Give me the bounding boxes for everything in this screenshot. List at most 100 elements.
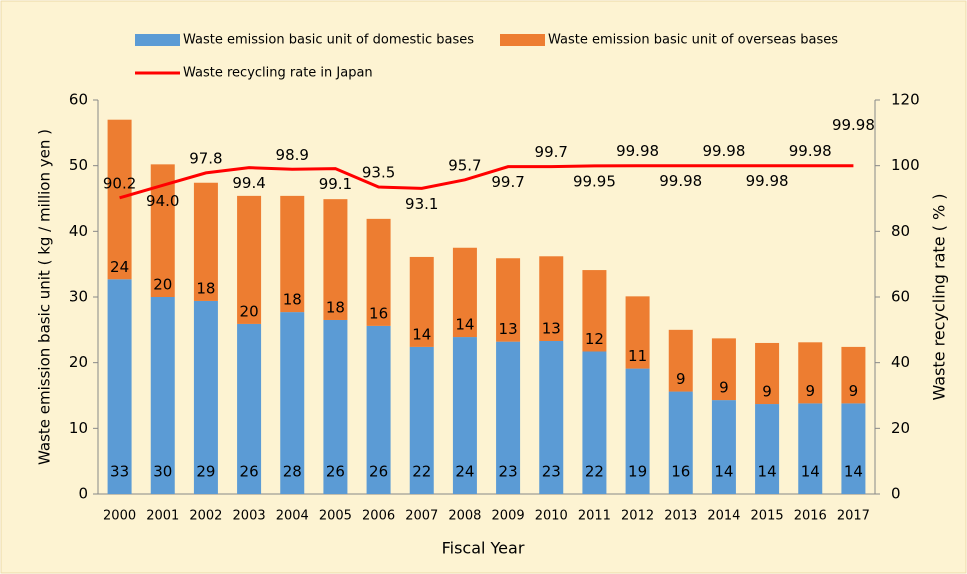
bar: [323, 319, 348, 494]
x-tick-label: 2000: [103, 509, 136, 524]
line: [119, 164, 854, 200]
legend-label: Waste emission basic unit of domestic ba…: [183, 33, 474, 48]
bar: [323, 199, 348, 320]
bar: [193, 300, 218, 494]
x-tick-label: 2008: [448, 509, 481, 524]
data-label: 13: [499, 320, 518, 338]
legend-label: Waste emission basic unit of overseas ba…: [548, 33, 838, 48]
x-tick-label: 2002: [189, 509, 222, 524]
y2-tick-label: 80: [891, 222, 910, 240]
bar: [798, 342, 823, 404]
y2-tick-label: 40: [891, 353, 910, 371]
data-label: 98.9: [276, 146, 309, 164]
data-label: 20: [240, 302, 259, 320]
x-tick-label: 2016: [794, 509, 827, 524]
data-label: 16: [369, 304, 388, 322]
bar: [496, 341, 521, 494]
x-axis-title: Fiscal Year: [442, 539, 525, 558]
data-label: 99.1: [319, 175, 352, 193]
bar: [582, 351, 607, 494]
data-label: 18: [196, 279, 215, 297]
bar: [798, 403, 823, 494]
y-tick-label: 30: [69, 288, 88, 306]
data-label: 99.4: [232, 174, 265, 192]
data-label: 23: [542, 463, 561, 481]
bar: [668, 391, 693, 494]
x-tick-label: 2001: [146, 509, 179, 524]
bar: [452, 337, 477, 494]
data-label: 26: [369, 463, 388, 481]
x-tick-label: 2009: [492, 509, 525, 524]
x-tick-label: 2004: [276, 509, 309, 524]
bar: [755, 342, 780, 405]
bar: [452, 247, 477, 338]
legend-swatch: [135, 34, 180, 46]
bar: [496, 258, 521, 342]
data-label: 99.7: [535, 143, 568, 161]
data-label: 9: [805, 382, 815, 400]
x-tick-label: 2015: [751, 509, 784, 524]
data-label: 22: [585, 463, 604, 481]
y2-tick-label: 60: [891, 288, 910, 306]
data-label: 93.5: [362, 164, 395, 182]
bar: [711, 338, 736, 401]
bar: [366, 218, 391, 326]
x-tick-label: 2010: [535, 509, 568, 524]
y-tick-label: 50: [69, 156, 88, 174]
data-label: 24: [455, 463, 474, 481]
data-label: 14: [455, 316, 474, 334]
x-tick-label: 2006: [362, 509, 395, 524]
data-label: 14: [412, 325, 431, 343]
data-label: 99.98: [832, 116, 875, 134]
y2-tick-label: 100: [891, 156, 920, 174]
data-label: 18: [283, 291, 302, 309]
bar: [582, 270, 607, 352]
y2-axis-title: Waste recycling rate ( % ): [930, 194, 949, 401]
data-label: 11: [628, 347, 647, 365]
data-label: 94.0: [146, 192, 179, 210]
legend-swatch: [500, 34, 545, 46]
data-label: 13: [542, 319, 561, 337]
data-label: 12: [585, 330, 604, 348]
data-label: 16: [671, 463, 690, 481]
data-label: 22: [412, 463, 431, 481]
bar: [539, 340, 564, 494]
data-label: 33: [110, 463, 129, 481]
data-label: 99.98: [702, 142, 745, 160]
x-tick-label: 2005: [319, 509, 352, 524]
bar: [366, 325, 391, 494]
bar: [625, 296, 650, 369]
data-label: 97.8: [189, 149, 222, 167]
y-tick-label: 0: [78, 485, 88, 503]
bar: [539, 256, 564, 341]
bar: [237, 323, 262, 494]
bar: [107, 119, 132, 280]
bar: [409, 346, 434, 494]
data-label: 30: [153, 463, 172, 481]
x-tick-label: 2007: [405, 509, 438, 524]
x-tick-label: 2017: [837, 509, 870, 524]
data-label: 99.98: [616, 142, 659, 160]
data-label: 9: [762, 383, 772, 401]
bar: [668, 329, 693, 392]
data-label: 19: [628, 463, 647, 481]
data-label: 28: [283, 463, 302, 481]
bar: [107, 279, 132, 494]
legend-label: Waste recycling rate in Japan: [183, 66, 373, 81]
data-label: 99.98: [746, 172, 789, 190]
y2-tick-label: 0: [891, 485, 901, 503]
y2-tick-label: 20: [891, 419, 910, 437]
data-label: 93.1: [405, 195, 438, 213]
data-label: 9: [719, 379, 729, 397]
bar: [150, 297, 175, 494]
x-tick-label: 2014: [707, 509, 740, 524]
data-label: 26: [240, 463, 259, 481]
data-label: 23: [499, 463, 518, 481]
x-tick-label: 2003: [233, 509, 266, 524]
bar: [711, 400, 736, 494]
bar: [755, 404, 780, 494]
bar: [193, 182, 218, 301]
y-tick-label: 20: [69, 353, 88, 371]
y-tick-label: 10: [69, 419, 88, 437]
bar: [280, 312, 305, 494]
